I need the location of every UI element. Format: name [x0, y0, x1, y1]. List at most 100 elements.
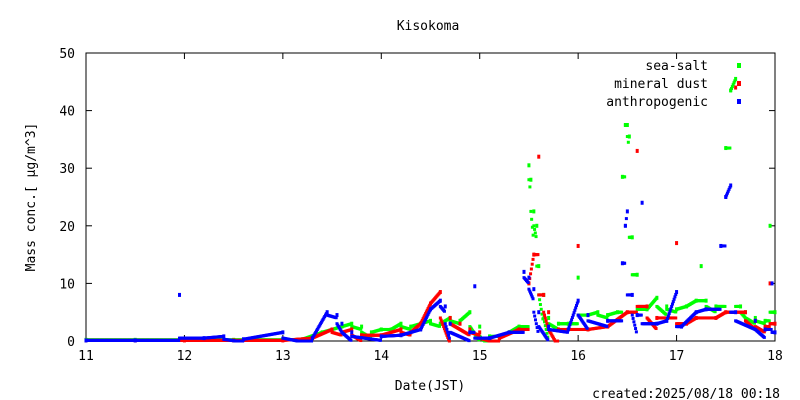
trace-point	[575, 303, 579, 307]
data-point	[443, 304, 447, 309]
data-point	[694, 315, 698, 320]
data-point	[627, 134, 631, 139]
trace-point	[571, 313, 575, 317]
trace-point	[574, 306, 578, 310]
trace-point	[530, 295, 534, 299]
trace-point	[408, 333, 412, 337]
data-point	[497, 336, 501, 341]
data-point	[399, 327, 403, 332]
data-point	[675, 307, 679, 312]
trace-point	[533, 318, 537, 322]
y-tick-label: 10	[59, 277, 75, 292]
data-point	[616, 310, 620, 315]
data-point	[468, 330, 472, 335]
trace-point	[440, 320, 444, 324]
trace-point	[633, 323, 637, 327]
data-point	[133, 338, 137, 343]
data-point	[547, 315, 551, 320]
data-point	[694, 298, 698, 303]
trace-point	[536, 253, 540, 257]
trace-point	[445, 327, 449, 331]
trace-point	[671, 300, 675, 304]
data-point	[369, 330, 373, 335]
data-point	[438, 290, 442, 295]
legend-marker	[737, 63, 741, 68]
trace-point	[526, 280, 530, 284]
trace-point	[467, 339, 471, 343]
data-point	[625, 123, 629, 127]
trace-point	[443, 322, 447, 326]
data-point	[630, 235, 634, 240]
data-point	[438, 298, 442, 303]
data-point	[84, 338, 88, 343]
data-point	[379, 327, 383, 332]
trace-point	[334, 316, 338, 320]
trace-point	[769, 327, 773, 331]
data-point	[734, 85, 738, 90]
trace-point	[529, 272, 533, 276]
data-point	[458, 321, 462, 326]
plot-area	[85, 52, 776, 342]
trace-point	[723, 244, 727, 248]
data-point	[576, 243, 580, 248]
data-point	[335, 313, 339, 318]
data-point	[468, 310, 472, 315]
data-point	[640, 200, 644, 205]
data-point	[517, 327, 521, 332]
trace-point	[425, 314, 429, 318]
trace-point	[674, 310, 678, 314]
data-point	[623, 123, 627, 127]
data-point	[438, 321, 442, 326]
trace-point	[359, 327, 363, 331]
y-axis-label: Mass conc.[ μg/m^3]	[24, 123, 39, 272]
trace-point	[339, 333, 343, 337]
data-point	[753, 318, 757, 323]
data-point	[714, 315, 718, 320]
data-point	[739, 304, 743, 309]
data-point	[507, 330, 511, 335]
trace-point	[447, 339, 451, 343]
data-point	[547, 310, 551, 315]
data-point	[645, 307, 649, 312]
trace-point	[529, 267, 533, 271]
data-point	[473, 284, 477, 289]
data-point	[448, 321, 452, 326]
legend-label: anthropogenic	[606, 95, 708, 110]
trace-point	[569, 320, 573, 324]
trace-point	[477, 333, 481, 337]
trace-point	[626, 140, 630, 144]
data-point	[699, 264, 703, 269]
trace-point	[728, 146, 732, 150]
trace-point	[767, 319, 771, 323]
data-point	[773, 321, 777, 326]
legend: sea-salt mineral dust anthropogenic	[606, 59, 741, 110]
trace-point	[623, 175, 627, 179]
trace-point	[538, 298, 542, 302]
trace-point	[556, 339, 560, 343]
trace-point	[467, 333, 471, 337]
trace-point	[438, 316, 442, 320]
trace-point	[620, 310, 624, 314]
trace-point	[542, 316, 546, 320]
data-point	[623, 223, 627, 228]
data-point	[429, 301, 432, 306]
data-point	[350, 321, 354, 326]
x-tick-label: 14	[373, 349, 389, 364]
data-point	[684, 304, 688, 309]
data-point	[655, 315, 659, 320]
trace-point	[543, 316, 547, 320]
trace-point	[630, 313, 634, 317]
trace-point	[634, 327, 638, 331]
trace-point	[539, 307, 543, 311]
trace-point	[533, 227, 537, 231]
data-point	[655, 295, 659, 300]
trace-point	[472, 330, 476, 334]
trace-point	[444, 325, 448, 329]
trace-point	[444, 331, 448, 335]
trace-point	[408, 327, 412, 331]
x-tick-label: 15	[472, 349, 488, 364]
data-point	[763, 327, 767, 332]
trace-point	[477, 338, 481, 342]
data-point	[330, 327, 334, 332]
data-point	[724, 310, 728, 315]
